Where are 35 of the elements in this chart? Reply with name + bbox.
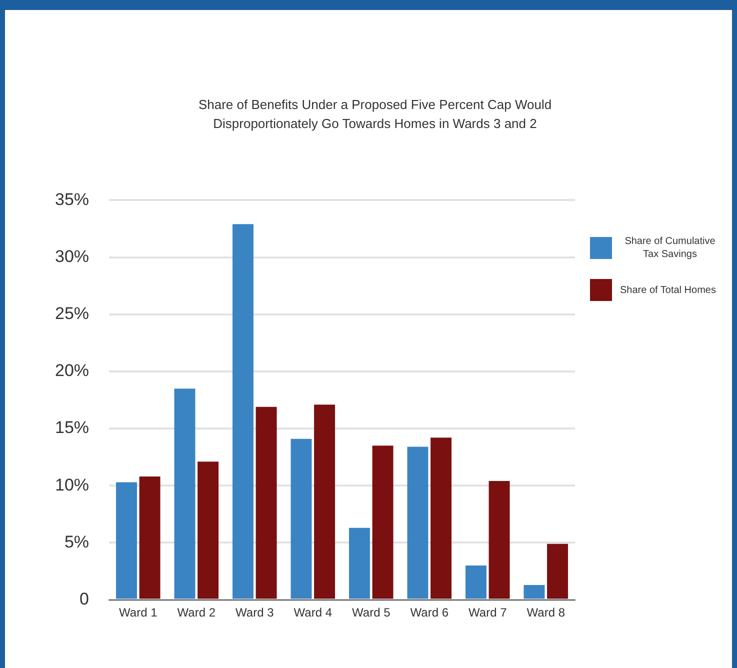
x-tick-label: Ward 8: [526, 605, 566, 620]
bar: [547, 544, 568, 599]
legend-label: Share of Cumulative Tax Savings: [624, 235, 716, 261]
bar: [116, 482, 137, 599]
bar: [139, 476, 160, 599]
legend-label: Share of Total Homes: [620, 284, 716, 296]
y-tick-label: 25%: [54, 304, 90, 324]
y-tick-label: 30%: [54, 246, 90, 266]
bar: [174, 388, 196, 599]
y-tick-label: 20%: [54, 361, 90, 380]
x-tick-label: Ward 3: [236, 605, 274, 620]
bar: [407, 446, 428, 599]
bar: [372, 446, 394, 599]
y-tick-label: 5%: [64, 532, 90, 552]
bar: [430, 438, 452, 599]
bar: [349, 528, 370, 599]
x-tick-label: Ward 2: [177, 605, 216, 620]
y-tick-label: 15%: [54, 418, 90, 438]
bar: [488, 481, 510, 599]
x-tick-label: Ward 6: [410, 605, 449, 620]
y-tick-label: 0: [80, 589, 90, 608]
x-tick-label: Ward 7: [468, 605, 508, 620]
bar: [256, 406, 277, 599]
x-tick-label: Ward 5: [352, 605, 391, 620]
y-tick-label: 35%: [54, 190, 90, 209]
bar: [290, 438, 312, 599]
bar: [465, 566, 486, 599]
bar: [314, 404, 336, 599]
bar: [232, 224, 254, 599]
y-tick-label: 10%: [54, 475, 90, 494]
bar: [524, 584, 545, 599]
chart-title: Share of Benefits Under a Proposed Five Percent Cap Would Disproportionately Go Towards Homes in Wards 3 and 2: [197, 96, 553, 133]
x-tick-label: Ward 4: [294, 605, 332, 620]
x-tick-label: Ward 1: [119, 605, 158, 620]
bar: [198, 462, 219, 599]
